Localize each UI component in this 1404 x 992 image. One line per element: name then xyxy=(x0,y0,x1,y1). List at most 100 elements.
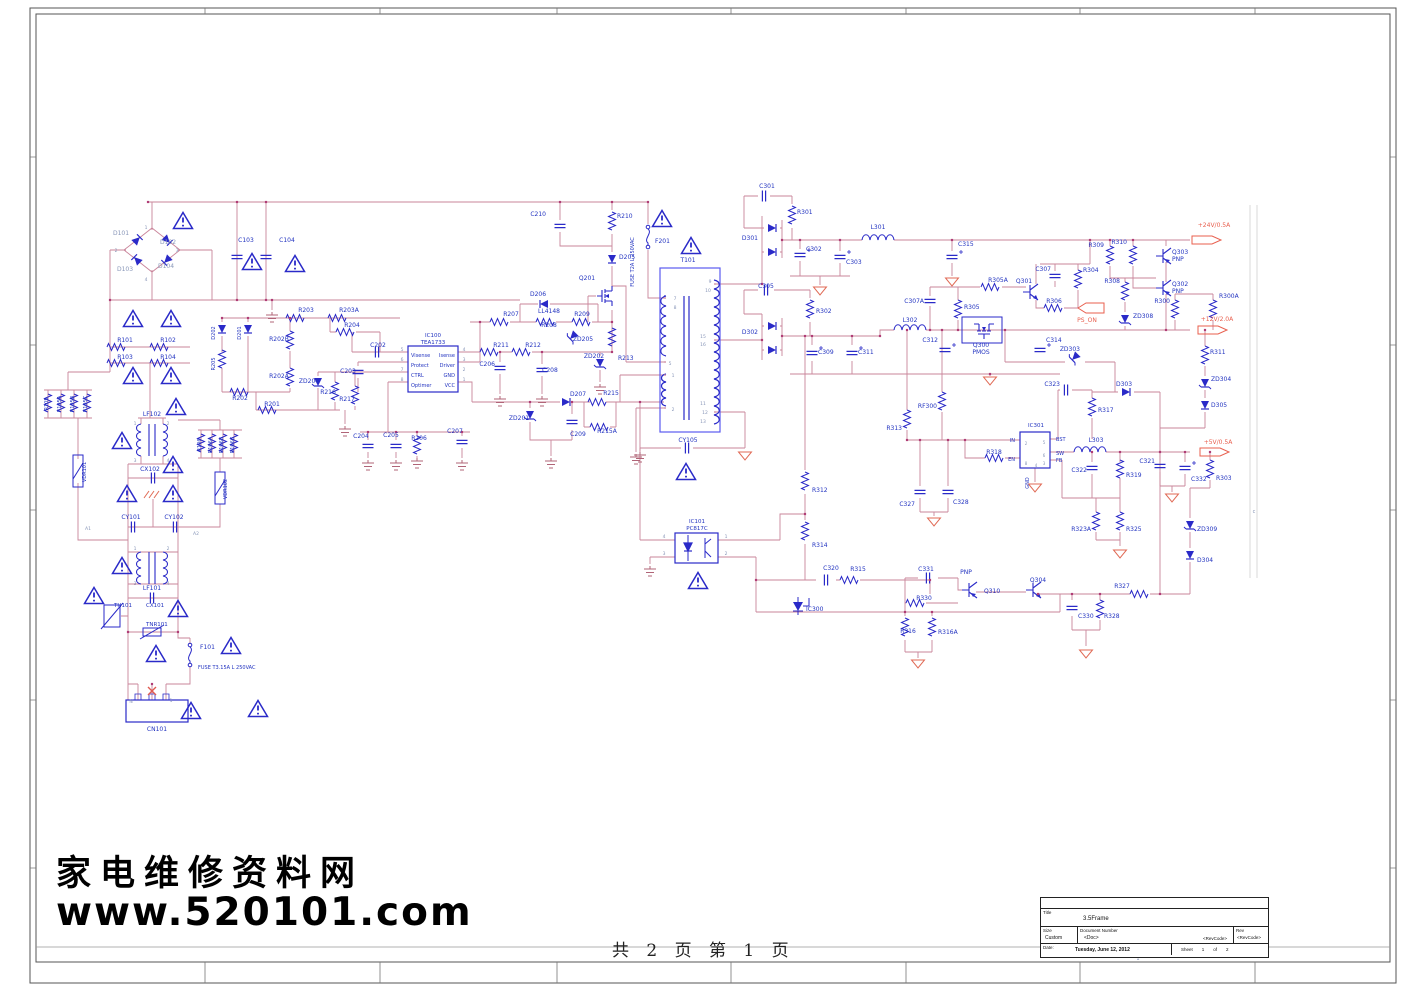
component-label: 15 xyxy=(700,334,706,340)
component-label: L301 xyxy=(871,224,886,231)
component-label: Isense xyxy=(439,353,455,359)
component-label: CX102 xyxy=(140,466,160,473)
component-label: C307 xyxy=(1035,266,1051,273)
component-label: R105A xyxy=(57,395,63,412)
component-label: L303 xyxy=(1089,437,1104,444)
component-label: R215 xyxy=(603,390,619,397)
component-label: R301 xyxy=(797,209,813,216)
protection-symbols xyxy=(72,224,651,668)
component-label: TH101 xyxy=(113,603,132,609)
junction-dot xyxy=(394,430,398,434)
sheet-label: Sheet xyxy=(1181,947,1193,952)
l301-coil xyxy=(861,234,895,241)
component-label: R106 xyxy=(197,438,203,451)
power-net-arrow-icon xyxy=(1199,447,1231,457)
component-label: R311 xyxy=(1210,349,1226,356)
junction-dot xyxy=(1036,592,1040,596)
junction-dot xyxy=(264,298,268,302)
component-label: Q302 xyxy=(1172,281,1188,288)
component-label: C207 xyxy=(447,428,463,435)
junction-dot xyxy=(1158,592,1162,596)
earth-ground-icon xyxy=(410,457,424,469)
component-label: 3 xyxy=(134,581,137,587)
component-label: C203 xyxy=(340,368,356,375)
cn101-connector xyxy=(125,693,189,723)
component-label: R102 xyxy=(160,337,176,344)
component-label: 5 xyxy=(669,361,672,367)
component-label: D201 xyxy=(237,326,243,339)
component-label: IC300 xyxy=(806,606,824,613)
component-label: 10 xyxy=(705,288,711,294)
component-label: R105 xyxy=(44,397,50,410)
rev-value: <RevCode> xyxy=(1237,935,1262,940)
t101-transformer xyxy=(659,267,721,433)
component-label: R202B xyxy=(269,336,289,343)
sec-12v-wires xyxy=(716,240,1214,594)
component-label: ZD201 xyxy=(509,415,529,422)
component-label: R203A xyxy=(339,307,360,314)
earth-ground-icon xyxy=(643,565,657,577)
component-label: C315 xyxy=(958,241,974,248)
warning-triangle-icon xyxy=(145,644,167,663)
component-label: C103 xyxy=(238,237,254,244)
component-label: Q201 xyxy=(579,275,595,282)
junction-dot xyxy=(646,200,650,204)
component-label: D305 xyxy=(1211,402,1227,409)
junction-dot xyxy=(838,238,842,242)
component-label: C302 xyxy=(806,246,822,253)
component-label: R201 xyxy=(264,401,280,408)
component-label: C202 xyxy=(370,342,386,349)
power-net-arrow-icon xyxy=(1077,302,1105,314)
junction-dot xyxy=(905,328,909,332)
junction-dot xyxy=(638,400,642,404)
controller-wires xyxy=(221,295,675,564)
title-label: Title xyxy=(1043,910,1052,915)
component-label: 1 xyxy=(672,373,675,379)
component-label: Q303 xyxy=(1172,249,1188,256)
component-label: C332 xyxy=(1191,476,1207,483)
component-label: C305 xyxy=(758,283,774,290)
warning-triangle-icon xyxy=(116,484,138,503)
component-label: 4 xyxy=(1035,463,1038,468)
component-label: R106B xyxy=(219,436,225,453)
junction-dot xyxy=(570,400,574,404)
component-label: +24V/0.5A xyxy=(1198,222,1231,229)
title-block-doc-row: Size Custom Document Number <Doc> <RevCo… xyxy=(1041,927,1268,944)
junction-dots xyxy=(108,200,1212,686)
warning-triangle-icon xyxy=(247,699,269,718)
component-label: D304 xyxy=(1197,557,1213,564)
t101-primary-winding xyxy=(660,295,667,357)
sheet-of-label: of xyxy=(1213,947,1218,952)
inductor-symbols xyxy=(135,234,1107,585)
junction-dot xyxy=(760,338,764,342)
junction-dot xyxy=(1203,328,1207,332)
component-label: C312 xyxy=(922,337,938,344)
component-label: 2 xyxy=(1025,441,1028,446)
warning-triangle-icon xyxy=(111,431,133,450)
signal-ground-icon xyxy=(1165,493,1179,503)
component-label: CN101 xyxy=(147,726,167,733)
component-label: R205 xyxy=(211,357,217,370)
component-label: F101 xyxy=(200,644,215,651)
junction-dot xyxy=(760,282,764,286)
junction-dot xyxy=(246,316,250,320)
component-label: 3 xyxy=(1043,461,1046,466)
component-label: R316 xyxy=(900,628,916,635)
junction-dot xyxy=(1158,450,1162,454)
junction-dot xyxy=(415,430,419,434)
watermark-url-text: www.520101.com xyxy=(56,889,473,935)
sheet-frame xyxy=(29,7,1397,984)
component-label: D205 xyxy=(619,254,635,261)
component-label: R103 xyxy=(117,354,133,361)
junction-dot xyxy=(540,350,544,354)
component-label: 1 xyxy=(134,421,137,427)
ic100-controller xyxy=(407,345,459,393)
junction-dot xyxy=(1131,238,1135,242)
component-label: 4 xyxy=(167,581,170,587)
earth-ground-icon xyxy=(361,459,375,471)
junction-dot xyxy=(610,350,614,354)
junction-dot xyxy=(1088,238,1092,242)
warning-triangle-icon xyxy=(160,309,182,328)
component-label: CY102 xyxy=(164,514,183,521)
component-label: R212 xyxy=(525,342,541,349)
